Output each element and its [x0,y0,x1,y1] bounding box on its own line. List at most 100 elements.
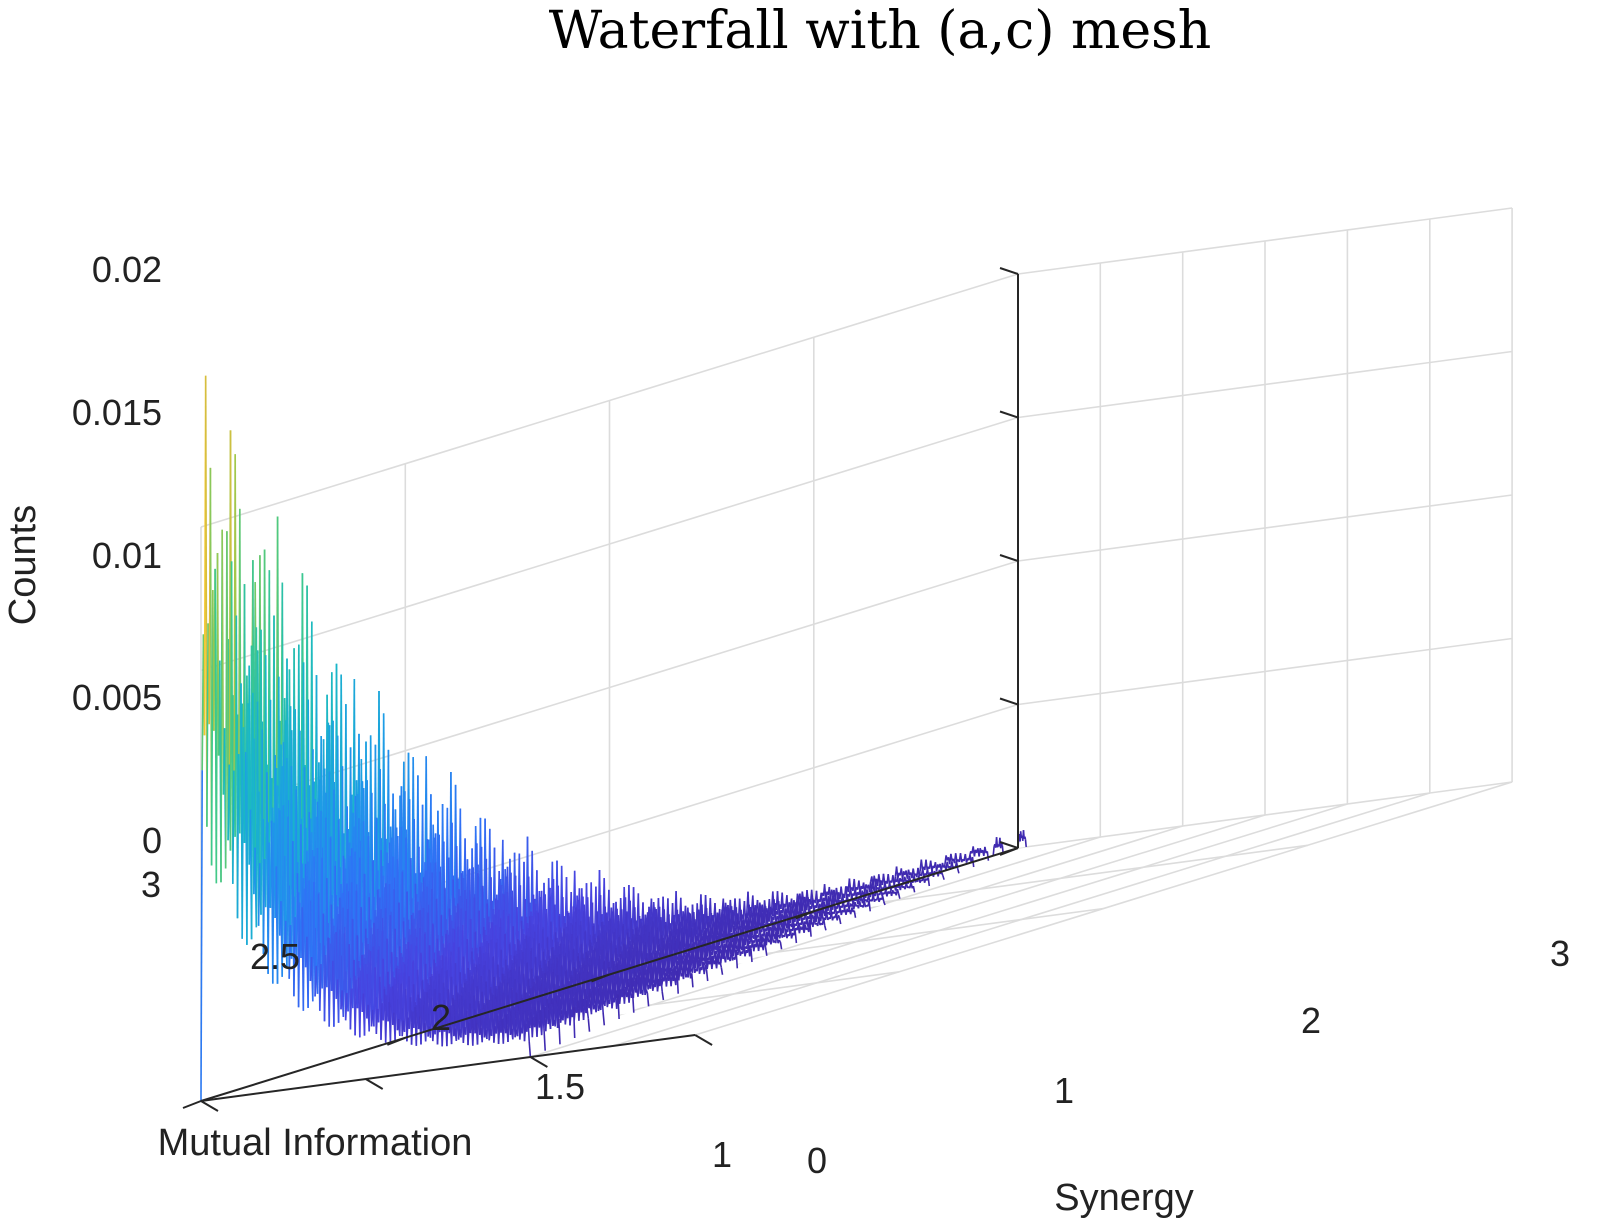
z-tick-label: 0.02 [92,249,162,290]
z-axis-label: Counts [2,505,44,625]
z-tick [999,554,1019,562]
curve-segment [1000,843,1004,846]
curve-segment [986,851,990,861]
curve-segment [942,875,945,880]
x-axis-label: Synergy [1054,1177,1193,1219]
curve-segment [221,529,225,795]
curve-segment [313,881,316,997]
curve-segment [679,965,682,977]
curve-segment [917,867,920,877]
curve-segment [838,917,842,925]
curve-segment [591,993,595,1010]
grid-line [813,844,1308,913]
curve-segment [794,931,798,944]
x-tick [200,1100,219,1112]
curve-segment [883,901,886,906]
curve-segment [277,808,281,936]
curve-segment [226,531,229,841]
curve-segment [334,933,338,999]
y-tick [591,973,610,983]
curve-segment [720,967,724,975]
x-tick-label: 3 [1550,933,1570,974]
z-tick [999,841,1019,849]
y-tick-label: 3 [141,864,161,905]
curve-segment [364,964,368,1019]
grid-line [1017,350,1513,419]
curve-segment [252,692,255,895]
curve-segment [676,970,679,994]
curve-segment [550,1003,554,1026]
z-tick-label: 0.01 [92,535,162,576]
curve-segment [954,853,958,862]
curve-segment [764,947,768,956]
curve-segment [421,999,425,1033]
curve-segment [704,964,708,970]
curve-segment [543,1028,546,1051]
curve-segment [646,973,649,990]
curve-segment [256,701,260,926]
curve-segment [705,969,709,982]
curve-segment [513,1010,516,1038]
y-tick [386,1036,406,1046]
y-tick [795,910,815,920]
curve-segment [683,964,687,978]
curve-segment [1024,836,1027,840]
curve-segment [868,900,871,912]
curve-segment [646,993,650,1007]
curve-segment [629,985,633,998]
curve-segment [395,984,399,1031]
curve-segment [508,1012,512,1035]
curve-segment [763,940,767,948]
curve-segment [631,994,635,1013]
curve-segment [546,1006,549,1025]
curve-segment [719,961,723,968]
curve-segment [874,881,878,890]
curve-segment [596,991,600,1012]
z-tick-label: 0 [142,820,162,861]
grid-line [200,273,1019,528]
curve-segment [940,872,944,876]
curve-segment [691,973,694,988]
z-tick [999,697,1019,706]
curve-segment [638,979,642,994]
curve-segment [771,934,775,943]
curve-segment [1024,839,1027,847]
curve-segment [586,1008,590,1019]
grid-line [200,416,1019,672]
z-tick [999,267,1019,275]
curve-segment [660,978,663,992]
curve-segment [339,929,342,1010]
z-tick-label: 0.005 [72,677,162,718]
x-tick [529,1056,548,1068]
curve-segment [527,1017,530,1042]
curve-segment [725,950,729,960]
y-tick-label: 2 [431,997,451,1038]
grid-line [1017,494,1513,562]
y-axis-label: Mutual Information [158,1122,473,1164]
curve-segment [200,770,203,1102]
grid-line [1017,207,1513,275]
curve-segment [992,846,995,856]
x-axis-line [200,1034,696,1102]
curve-segment [558,1018,561,1045]
curve-segment [528,1041,532,1058]
waterfall-curve [200,375,532,1102]
chart-title: Waterfall with (a,c) mesh [549,1,1212,61]
curve-segment [617,994,620,1020]
waterfall-curve [967,846,990,864]
curve-segment [870,888,874,896]
curve-segment [730,949,734,961]
curve-segment [780,928,783,938]
curve-segment [823,925,827,931]
curve-segment [920,859,924,870]
x-tick-label: 1 [1054,1070,1074,1111]
curve-segment [601,992,604,1013]
curve-segment [878,874,881,883]
curve-segment [779,941,783,950]
x-tick-label: 2 [1301,1000,1321,1041]
curve-segment [881,896,885,902]
curve-segment [735,949,739,969]
y-tick [999,847,1019,856]
curve-segment [452,1005,455,1037]
